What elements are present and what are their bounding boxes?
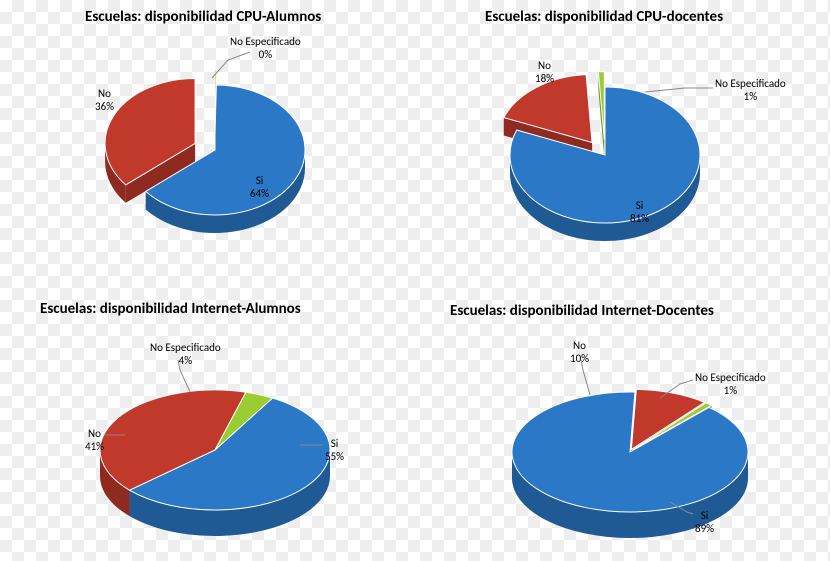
- slice-label-name: Si: [250, 175, 269, 188]
- slice-label-name: No Especificado: [150, 342, 221, 355]
- slice-label-name: Si: [325, 438, 344, 451]
- pie-chart: [415, 0, 830, 280]
- pie-chart: [0, 280, 415, 560]
- slice-label-si: Si89%: [695, 510, 714, 535]
- slice-label-name: No: [85, 428, 104, 441]
- slice-label-name: No Especificado: [715, 78, 786, 91]
- slice-label-name: No Especificado: [230, 36, 301, 49]
- slice-label-pct: 89%: [695, 523, 714, 536]
- pie-chart: [415, 280, 830, 560]
- slice-label-ne: No Especificado1%: [695, 372, 766, 397]
- pie-slice-si: [512, 392, 748, 512]
- slice-label-no: No41%: [85, 428, 104, 453]
- slice-label-si: Si64%: [250, 175, 269, 200]
- slice-label-name: Si: [695, 510, 714, 523]
- slice-label-pct: 1%: [715, 91, 786, 104]
- pie-chart: [0, 0, 415, 280]
- slice-label-name: Si: [630, 200, 649, 213]
- slice-label-pct: 36%: [95, 101, 114, 114]
- panel-cpu-alumnos: Escuelas: disponibilidad CPU-Alumnos Si6…: [0, 0, 415, 280]
- slice-label-pct: 64%: [250, 188, 269, 201]
- slice-label-pct: 4%: [150, 355, 221, 368]
- slice-label-name: No: [95, 88, 114, 101]
- slice-label-pct: 0%: [230, 49, 301, 62]
- slice-label-name: No Especificado: [695, 372, 766, 385]
- slice-label-si: Si81%: [630, 200, 649, 225]
- slice-label-no: No10%: [570, 340, 589, 365]
- panel-internet-alumnos: Escuelas: disponibilidad Internet-Alumno…: [0, 280, 415, 560]
- panel-cpu-docentes: Escuelas: disponibilidad CPU-docentes Si…: [415, 0, 830, 280]
- slice-label-pct: 1%: [695, 385, 766, 398]
- slice-label-pct: 18%: [535, 73, 554, 86]
- slice-label-pct: 41%: [85, 441, 104, 454]
- slice-label-no: No18%: [535, 60, 554, 85]
- slice-label-ne: No Especificado4%: [150, 342, 221, 367]
- slice-label-pct: 10%: [570, 353, 589, 366]
- slice-label-si: Si55%: [325, 438, 344, 463]
- slice-label-ne: No Especificado0%: [230, 36, 301, 61]
- pie-slice-ne: [598, 72, 604, 140]
- slice-label-name: No: [535, 60, 554, 73]
- slice-label-ne: No Especificado1%: [715, 78, 786, 103]
- leader-line: [645, 88, 713, 92]
- slice-label-no: No36%: [95, 88, 114, 113]
- slice-label-pct: 55%: [325, 451, 344, 464]
- panel-internet-docentes: Escuelas: disponibilidad Internet-Docent…: [415, 280, 830, 560]
- slice-label-name: No: [570, 340, 589, 353]
- slice-label-pct: 81%: [630, 213, 649, 226]
